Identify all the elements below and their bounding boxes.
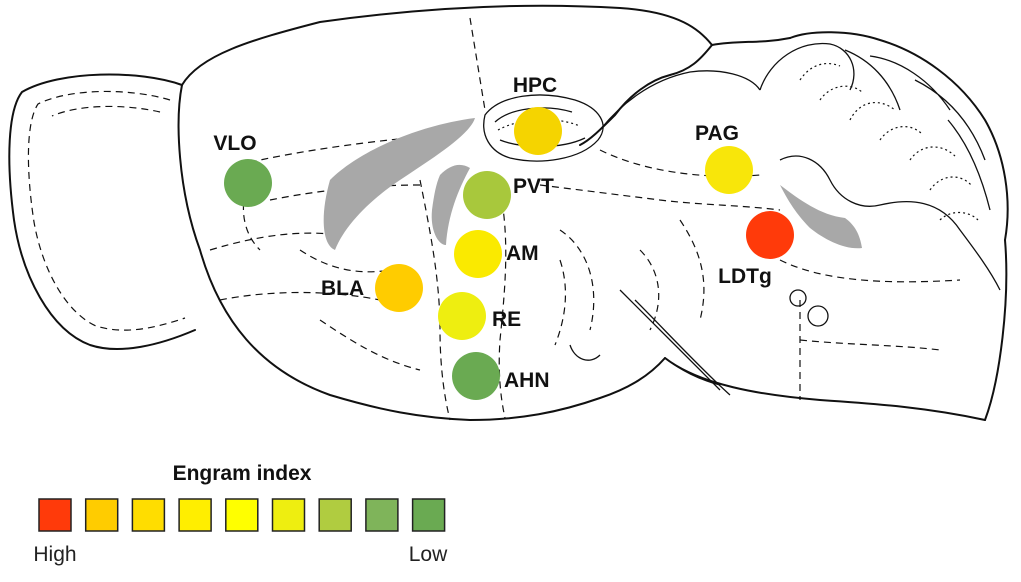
- region-marker-ldtg: [746, 211, 794, 259]
- legend-swatch-2: [84, 498, 119, 532]
- legend-swatch-6: [271, 498, 306, 532]
- region-label-am: AM: [506, 242, 539, 265]
- legend-swatches: [38, 498, 446, 532]
- legend-swatch-5: [225, 498, 259, 532]
- region-label-hpc: HPC: [513, 74, 557, 97]
- legend-swatch-7: [318, 498, 352, 532]
- region-label-ahn: AHN: [504, 369, 550, 392]
- legend-title: Engram index: [173, 462, 312, 485]
- legend-swatch-8: [365, 498, 399, 532]
- region-label-ldtg: LDTg: [718, 265, 772, 288]
- region-marker-am: [454, 230, 502, 278]
- region-marker-ahn: [452, 352, 500, 400]
- region-marker-bla: [375, 264, 423, 312]
- region-marker-hpc: [514, 107, 562, 155]
- region-label-pvt: PVT: [513, 175, 554, 198]
- region-marker-pag: [705, 146, 753, 194]
- regions-layer: VLO HPC PVT PAG AM LDTg BLA RE AHN: [213, 74, 794, 400]
- legend-swatch-1: [38, 498, 72, 532]
- region-label-bla: BLA: [321, 277, 364, 300]
- legend-swatch-9: [411, 498, 446, 532]
- legend-high-label: High: [33, 543, 76, 566]
- brain-outline: [8, 4, 1009, 421]
- region-marker-re: [438, 292, 486, 340]
- legend-low-label: Low: [409, 543, 448, 566]
- region-label-pag: PAG: [695, 122, 739, 145]
- legend-swatch-4: [178, 498, 212, 532]
- legend-swatch-3: [131, 498, 166, 532]
- region-marker-pvt: [463, 171, 511, 219]
- region-label-vlo: VLO: [213, 132, 256, 155]
- legend: Engram index High Low: [33, 462, 448, 566]
- region-boundaries: [209, 17, 961, 421]
- region-label-re: RE: [492, 308, 521, 331]
- region-marker-vlo: [224, 159, 272, 207]
- ventricles: [323, 118, 862, 250]
